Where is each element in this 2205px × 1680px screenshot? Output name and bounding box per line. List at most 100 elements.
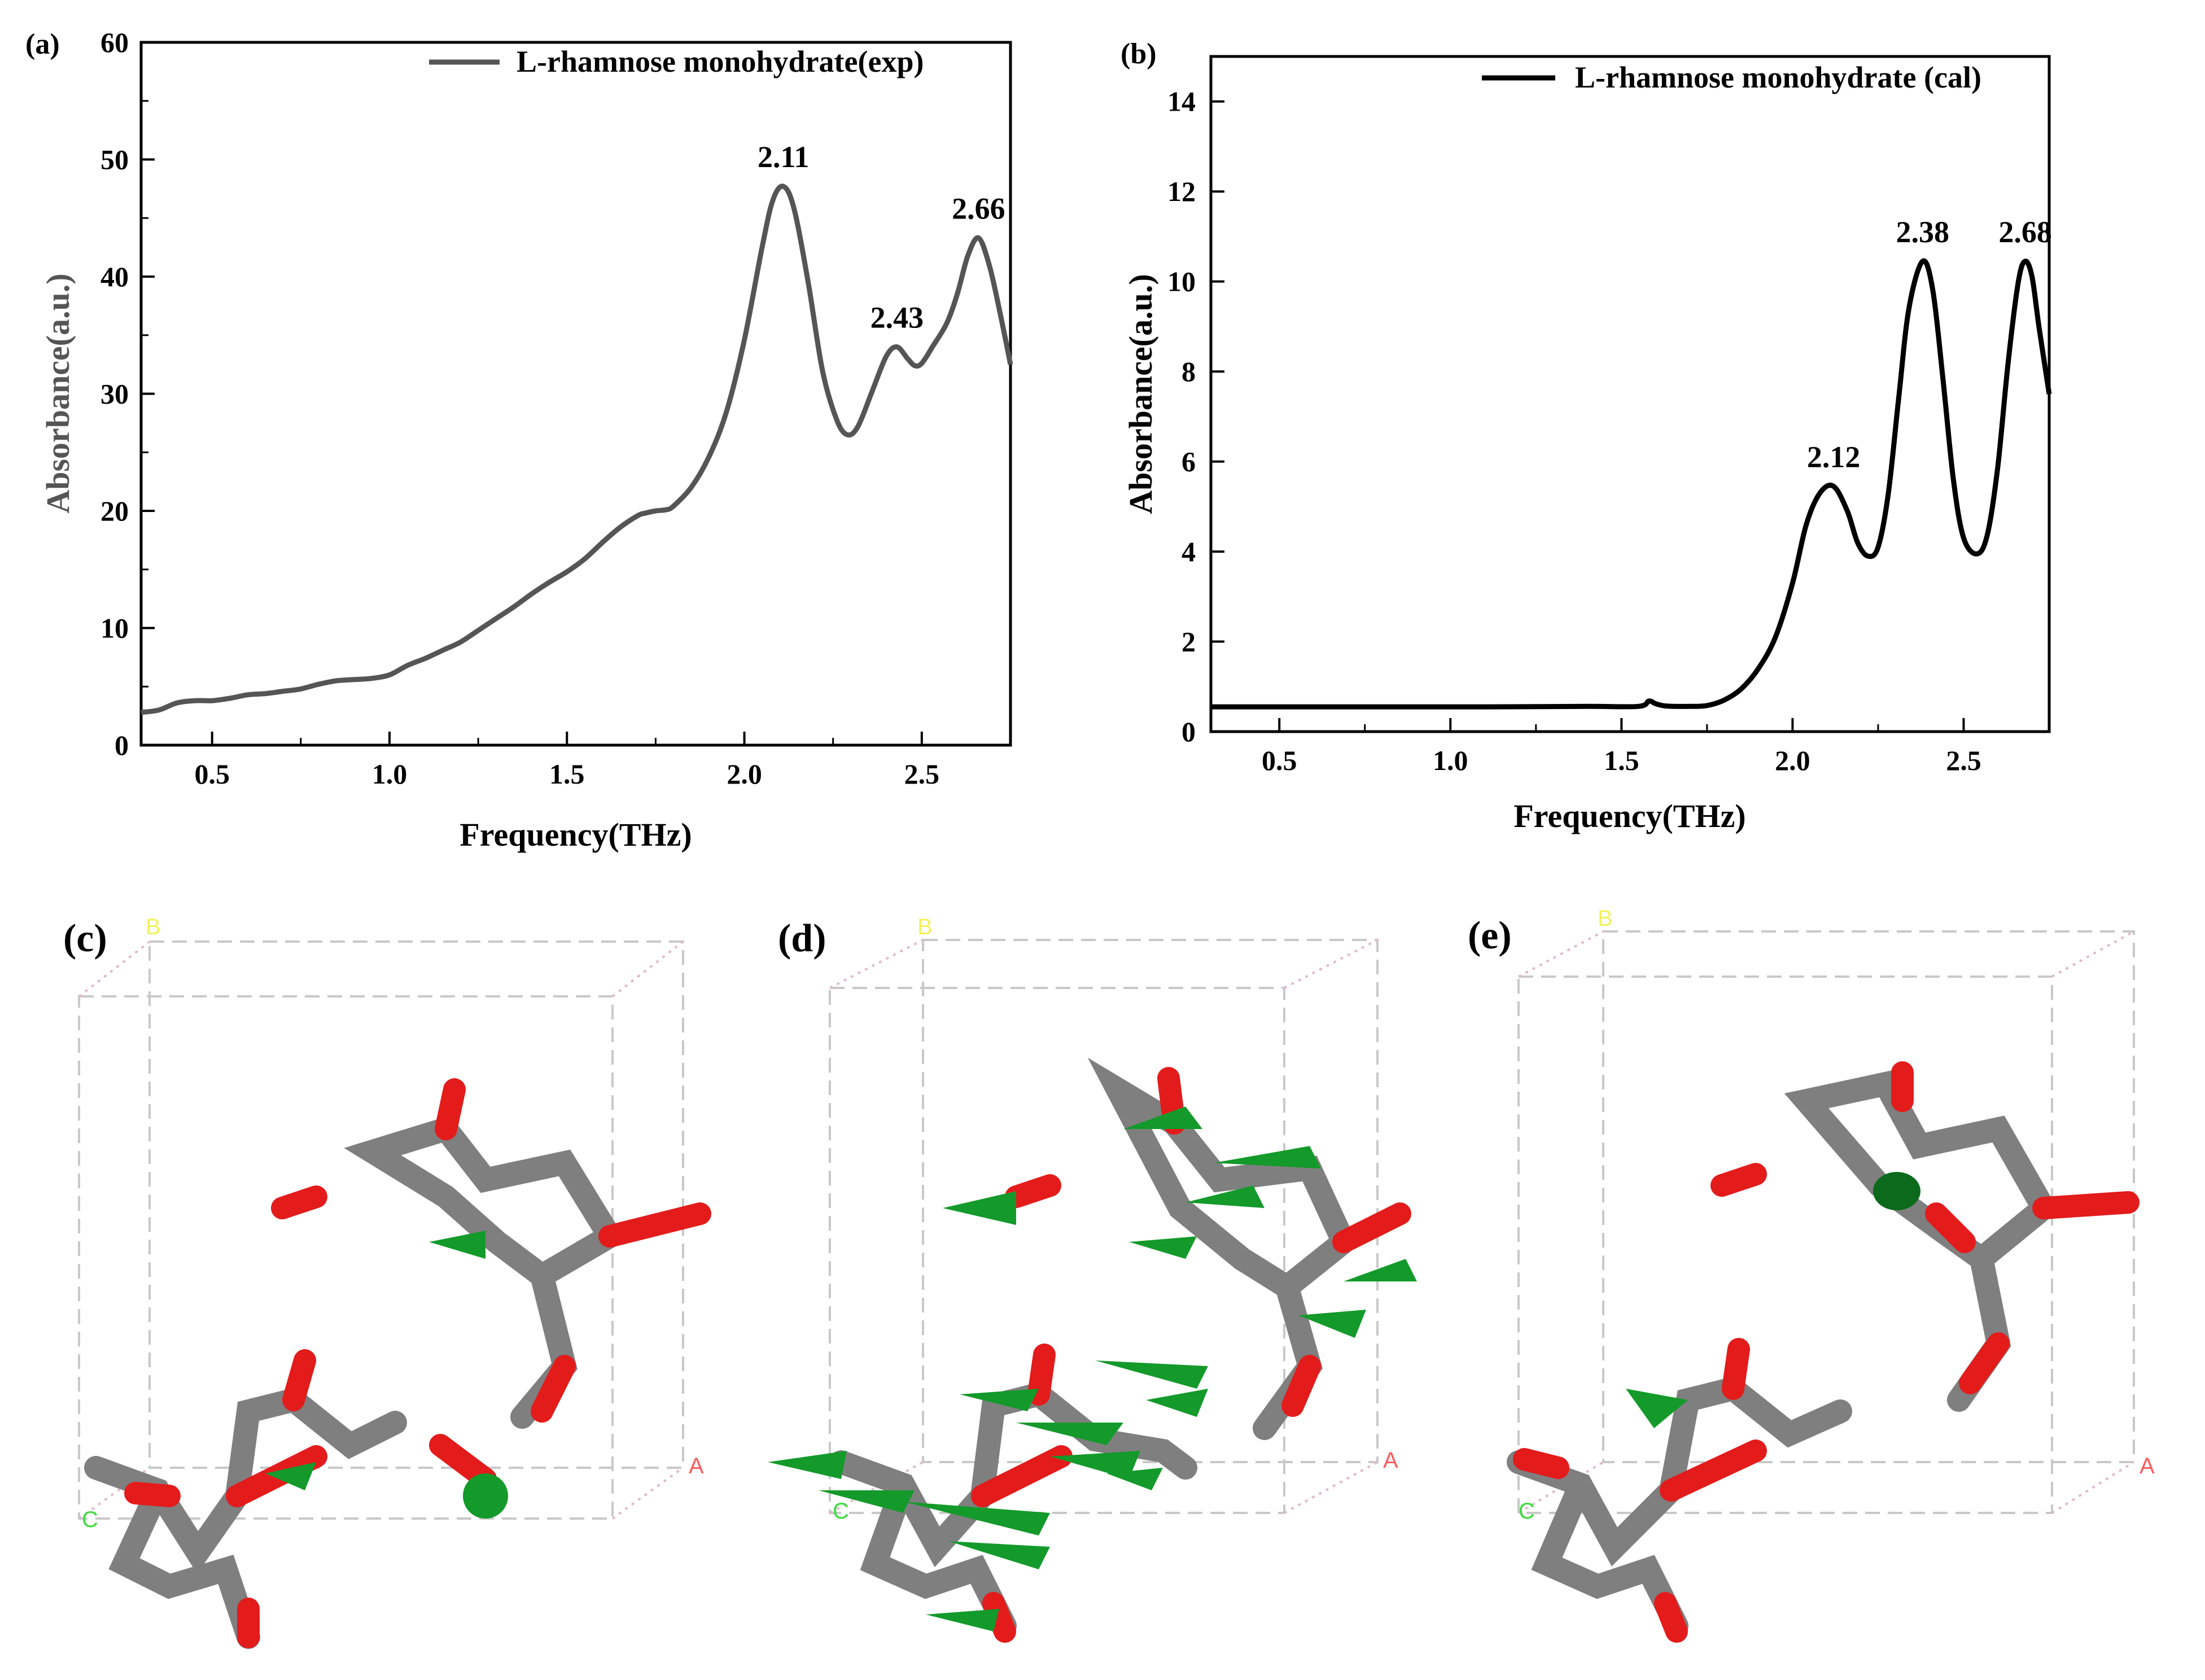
molecule-upper-d bbox=[943, 1057, 1417, 1440]
cell-axis-b-d: B bbox=[917, 915, 933, 939]
y-tick-label: 8 bbox=[1182, 356, 1196, 387]
y-tick-label: 14 bbox=[1167, 86, 1196, 117]
molecule-upper-c bbox=[271, 1078, 711, 1519]
molecule-upper-e bbox=[1710, 1061, 2140, 1412]
y-axis-title-b: Absorbance(a.u.) bbox=[1122, 274, 1159, 514]
displacement-arrow-d bbox=[1146, 1389, 1208, 1417]
displacement-arrow-d bbox=[819, 1490, 915, 1513]
displacement-arrow-d bbox=[1123, 1106, 1202, 1129]
chart-panel-a: (a) 0.5 1.0 1.5 2.0 2.5 0 10 20 30 40 50 60 2.11 2.4… bbox=[25, 27, 1013, 853]
panel-label-d: (d) bbox=[778, 917, 826, 960]
cell-back-face-c bbox=[148, 940, 684, 1469]
y-tick-label: 4 bbox=[1182, 536, 1196, 567]
cell-axis-a-d: A bbox=[1383, 1448, 1398, 1473]
displacement-arrow-d bbox=[1106, 1468, 1163, 1490]
structure-panel-e: (e) B A C bbox=[1468, 906, 2155, 1643]
y-tick-label: 50 bbox=[100, 144, 129, 176]
y-tick-label: 10 bbox=[1167, 266, 1196, 298]
molecule-lower-c bbox=[84, 1349, 407, 1649]
cell-edges-e bbox=[1517, 930, 2135, 1514]
y-tick-label: 40 bbox=[100, 261, 129, 292]
displacement-arrow-d bbox=[943, 1191, 1016, 1225]
cell-back-face-d bbox=[922, 939, 1379, 1463]
y-axis-title-a: Absorbance(a.u.) bbox=[40, 273, 76, 513]
panel-label-a: (a) bbox=[25, 28, 60, 60]
x-tick-label: 0.5 bbox=[194, 758, 230, 790]
cell-axis-b-e: B bbox=[1598, 906, 1613, 931]
y-tick-label: 0 bbox=[115, 729, 129, 761]
peak-label: 2.12 bbox=[1807, 440, 1861, 474]
peak-label: 2.38 bbox=[1896, 215, 1949, 249]
displacement-arrow-d bbox=[1129, 1236, 1197, 1259]
molecule-lower-d bbox=[768, 1344, 1208, 1643]
molecule-lower-e bbox=[1507, 1338, 1852, 1643]
series-line-cal bbox=[1210, 258, 2052, 710]
displacement-arrow-e bbox=[1626, 1389, 1688, 1428]
legend-a: L-rhamnose monohydrate(exp) bbox=[429, 45, 924, 78]
cell-front-face-c bbox=[78, 995, 614, 1520]
displacement-arrow-d bbox=[960, 1389, 1039, 1411]
legend-label-cal: L-rhamnose monohydrate (cal) bbox=[1575, 60, 1981, 94]
x-tick-label: 1.0 bbox=[1433, 745, 1468, 776]
displacement-arrow-c bbox=[429, 1231, 485, 1259]
unit-cell-d bbox=[829, 939, 1379, 1514]
y-tick-label: 60 bbox=[100, 27, 129, 58]
displacement-arrow-d bbox=[1016, 1423, 1123, 1445]
x-tick-label: 2.5 bbox=[904, 758, 940, 790]
panel-label-b: (b) bbox=[1121, 38, 1157, 70]
legend-b: L-rhamnose monohydrate (cal) bbox=[1482, 60, 1981, 94]
peak-label: 2.11 bbox=[758, 140, 810, 174]
displacement-arrow-d bbox=[1185, 1185, 1265, 1208]
y-tick-label: 12 bbox=[1167, 176, 1196, 207]
structure-panel-c: (c) B A C bbox=[63, 915, 711, 1649]
panel-label-e: (e) bbox=[1468, 914, 1512, 957]
displacement-arrow-c bbox=[463, 1473, 508, 1519]
peak-label: 2.43 bbox=[870, 301, 924, 335]
displacement-arrow-d bbox=[1095, 1360, 1208, 1389]
axes-b: 0.5 1.0 1.5 2.0 2.5 0 2 4 6 8 10 12 14 bbox=[1167, 86, 1981, 776]
plot-frame-a bbox=[139, 41, 1012, 747]
y-tick-label: 0 bbox=[1182, 716, 1196, 747]
cell-axis-a-c: A bbox=[689, 1454, 704, 1478]
structure-panel-d: (d) B A C bbox=[768, 915, 1417, 1643]
peak-annotations-a: 2.11 2.43 2.66 bbox=[758, 140, 1005, 334]
y-tick-label: 10 bbox=[100, 613, 129, 644]
displacement-arrow-d bbox=[1214, 1146, 1321, 1169]
x-tick-label: 1.5 bbox=[549, 758, 585, 790]
series-line-exp bbox=[141, 183, 1013, 715]
displacement-arrow-d bbox=[768, 1451, 847, 1479]
peak-label: 2.66 bbox=[952, 192, 1005, 226]
y-tick-label: 20 bbox=[100, 495, 129, 527]
unit-cell-e bbox=[1517, 930, 2135, 1514]
x-tick-label: 1.0 bbox=[372, 758, 408, 790]
y-tick-label: 2 bbox=[1182, 626, 1196, 658]
legend-label-exp: L-rhamnose monohydrate(exp) bbox=[517, 45, 924, 78]
plot-frame-b bbox=[1209, 55, 2051, 733]
panel-label-c: (c) bbox=[63, 917, 107, 960]
displacement-arrow-d bbox=[903, 1502, 1050, 1535]
displacement-arrow-c bbox=[265, 1462, 316, 1490]
x-axis-title-b: Frequency(THz) bbox=[1513, 798, 1745, 834]
unit-cell-c bbox=[78, 940, 684, 1520]
x-axis-title-a: Frequency(THz) bbox=[460, 816, 692, 853]
peak-label: 2.68 bbox=[1998, 215, 2052, 249]
displacement-arrow-d bbox=[1344, 1259, 1417, 1281]
peak-annotations-b: 2.12 2.38 2.68 bbox=[1807, 215, 2052, 474]
x-tick-label: 1.5 bbox=[1604, 745, 1639, 776]
displacement-arrow-d bbox=[1050, 1451, 1140, 1479]
x-tick-label: 2.0 bbox=[727, 758, 762, 790]
x-tick-label: 0.5 bbox=[1262, 745, 1297, 776]
displacement-arrow-d bbox=[948, 1541, 1050, 1569]
cell-axis-c-e: C bbox=[1519, 1499, 1535, 1524]
x-tick-label: 2.0 bbox=[1775, 745, 1810, 776]
cell-axis-a-e: A bbox=[2140, 1454, 2155, 1478]
cell-axis-c-d: C bbox=[833, 1499, 849, 1524]
displacement-arrow-e bbox=[1873, 1172, 1920, 1210]
y-tick-label: 30 bbox=[100, 378, 129, 410]
cell-axis-c-c: C bbox=[82, 1507, 98, 1532]
displacement-arrow-d bbox=[926, 1609, 999, 1631]
y-tick-label: 6 bbox=[1182, 446, 1196, 478]
displacement-arrow-d bbox=[1298, 1310, 1366, 1338]
